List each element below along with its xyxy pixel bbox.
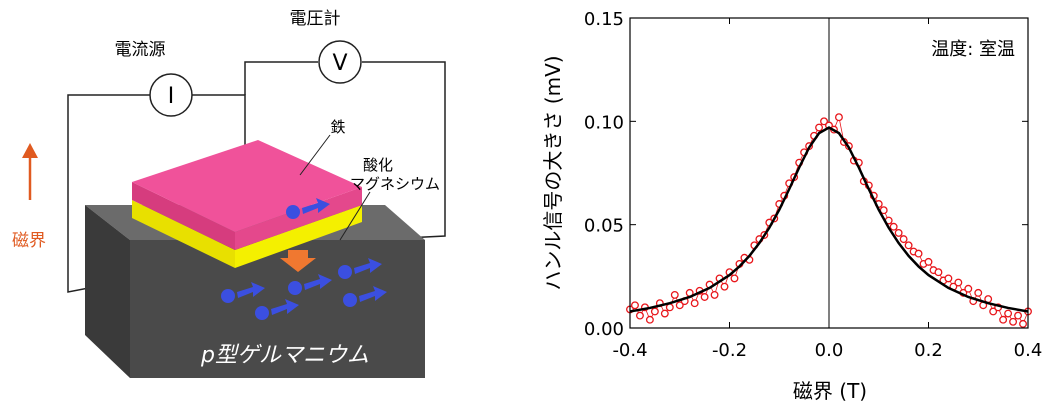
data-point — [1005, 310, 1012, 317]
voltage-symbol: V — [332, 51, 347, 76]
data-point — [905, 242, 912, 249]
data-point — [895, 230, 902, 237]
data-point — [711, 292, 718, 299]
data-point — [1010, 319, 1017, 326]
data-point — [900, 236, 907, 243]
data-point — [836, 114, 843, 121]
x-tick-label: -0.2 — [712, 340, 747, 361]
page: I V 電流源 電圧計 鉄 酸化 マグネシウム 磁界 p型ゲルマニウム 磁界 (… — [0, 0, 1048, 412]
data-point — [691, 300, 698, 307]
data-point — [935, 269, 942, 276]
data-point — [701, 294, 708, 301]
wire — [245, 62, 318, 95]
data-point — [652, 308, 659, 315]
y-axis-title: ハンル信号の大きさ (mV) — [541, 55, 565, 290]
data-point — [890, 223, 897, 230]
data-point — [1015, 312, 1022, 319]
data-point — [816, 124, 823, 131]
data-point — [637, 312, 644, 319]
data-point — [955, 279, 962, 286]
x-tick-label: 0.4 — [1014, 340, 1043, 361]
data-point — [647, 316, 654, 323]
label: 酸化 — [363, 156, 393, 174]
data-point — [915, 250, 922, 257]
label: マグネシウム — [350, 175, 440, 193]
data-point — [925, 259, 932, 266]
data-point — [662, 310, 669, 317]
field-arrow-head — [22, 143, 38, 158]
data-point — [721, 283, 728, 290]
y-tick-label: 0.00 — [584, 319, 624, 340]
label: 電流源 — [115, 40, 166, 60]
device-diagram: I V 電流源 電圧計 鉄 酸化 マグネシウム 磁界 p型ゲルマニウム — [12, 9, 445, 378]
data-point — [632, 302, 639, 309]
current-symbol: I — [168, 84, 175, 109]
y-tick-label: 0.15 — [584, 9, 624, 30]
data-point — [1020, 321, 1027, 328]
x-tick-label: 0.2 — [914, 340, 943, 361]
data-point — [671, 292, 678, 299]
x-tick-label: 0.0 — [815, 340, 844, 361]
annotation: 温度: 室温 — [931, 39, 1015, 60]
data-point — [965, 285, 972, 292]
data-point — [975, 290, 982, 297]
y-tick-label: 0.05 — [584, 216, 624, 237]
label: p型ゲルマニウム — [200, 343, 369, 368]
label: 磁界 — [12, 231, 46, 251]
data-point — [945, 275, 952, 282]
x-tick-label: -0.4 — [612, 340, 647, 361]
label: 電圧計 — [290, 9, 341, 29]
y-tick-label: 0.10 — [584, 112, 624, 133]
data-point — [731, 275, 738, 282]
data-point — [1000, 316, 1007, 323]
x-axis-title: 磁界 (T) — [793, 379, 867, 403]
label: 鉄 — [330, 118, 345, 136]
chart: 磁界 (T) ハンル信号の大きさ (mV) 温度: 室温 -0.4 -0.2 0.0… — [541, 9, 1042, 403]
